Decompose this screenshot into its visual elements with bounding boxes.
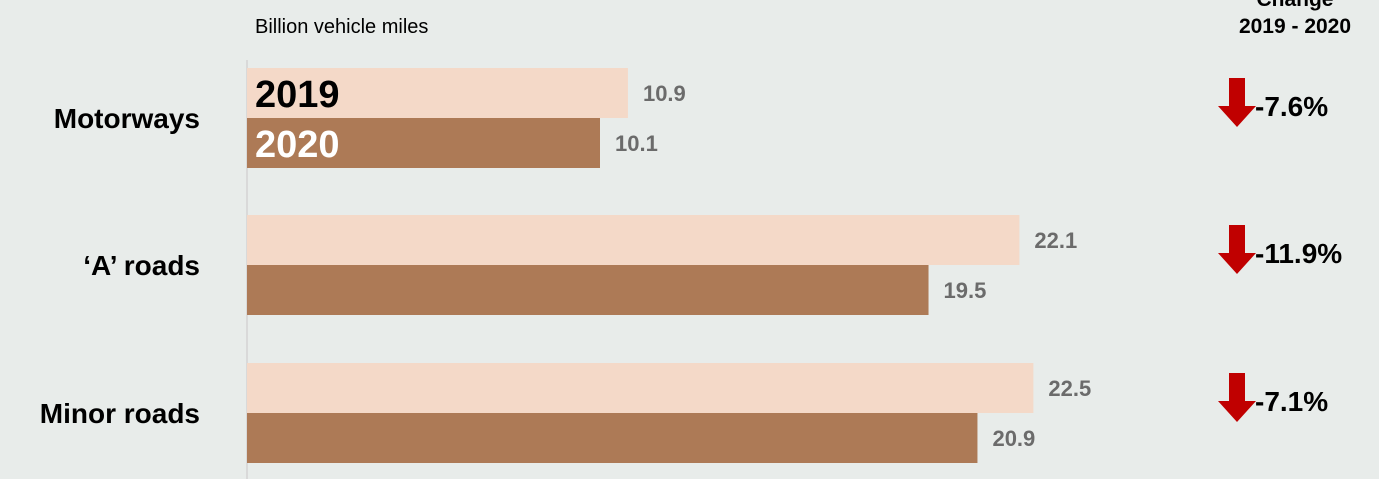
series-label-2020: 2020 bbox=[255, 124, 340, 166]
data-label: 10.1 bbox=[615, 131, 658, 156]
unit-label: Billion vehicle miles bbox=[255, 16, 428, 38]
data-label: 20.9 bbox=[992, 426, 1035, 451]
chart-marks: Motorways 10.9 2019 10.1 2020 -7.6% ‘A’ roads 2… bbox=[40, 68, 1342, 463]
data-label: 10.9 bbox=[643, 81, 686, 106]
change-header-line1: Change bbox=[1256, 0, 1333, 11]
bar-2020 bbox=[247, 413, 978, 463]
change-header-line2: 2019 - 2020 bbox=[1239, 15, 1351, 38]
bar-2019 bbox=[247, 363, 1034, 413]
bar-2019 bbox=[247, 68, 628, 118]
down-arrow-icon bbox=[1218, 373, 1256, 422]
data-label: 22.1 bbox=[1034, 228, 1077, 253]
bar-2019 bbox=[247, 215, 1020, 265]
series-label-2019: 2019 bbox=[255, 74, 340, 116]
data-label: 19.5 bbox=[944, 278, 987, 303]
category-label: Motorways bbox=[54, 103, 200, 134]
category-label: Minor roads bbox=[40, 398, 200, 429]
category-label: ‘A’ roads bbox=[83, 250, 200, 281]
change-value: -7.6% bbox=[1255, 91, 1328, 122]
change-value: -7.1% bbox=[1255, 386, 1328, 417]
down-arrow-icon bbox=[1218, 225, 1256, 274]
bar-2020 bbox=[247, 265, 929, 315]
change-value: -11.9% bbox=[1255, 238, 1342, 269]
down-arrow-icon bbox=[1218, 78, 1256, 127]
bar-2020 bbox=[247, 118, 600, 168]
data-label: 22.5 bbox=[1048, 376, 1091, 401]
